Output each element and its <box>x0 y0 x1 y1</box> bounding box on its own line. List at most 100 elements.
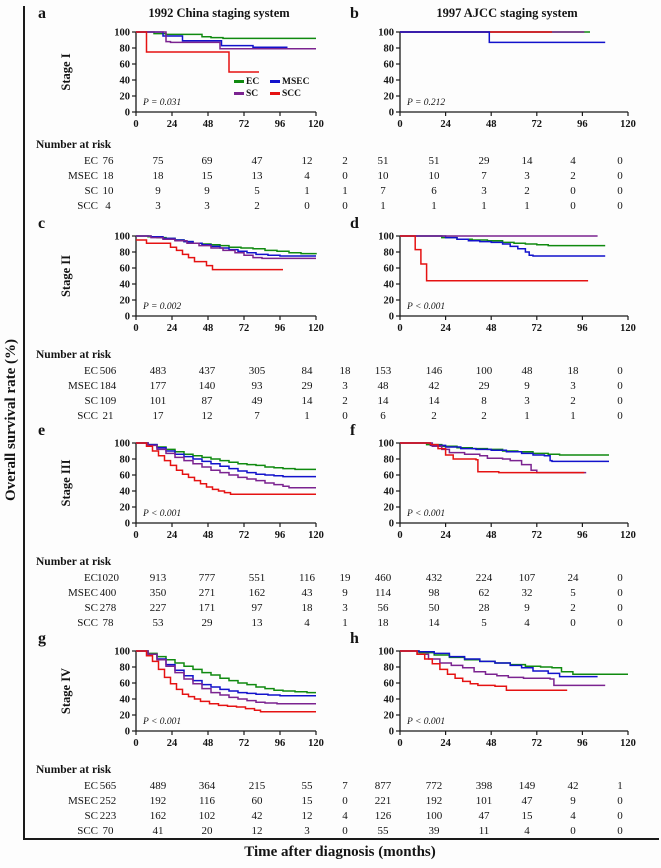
risk-table-header: Number at risk <box>36 556 112 568</box>
y-tick-label: 0 <box>389 727 394 738</box>
risk-value: 227 <box>149 602 167 614</box>
risk-value: 4 <box>570 155 576 167</box>
risk-value: 21 <box>102 410 114 422</box>
risk-value: 0 <box>617 395 623 407</box>
x-tick-label: 24 <box>440 530 451 541</box>
risk-value: 1 <box>304 410 310 422</box>
risk-value: 10 <box>428 170 440 182</box>
legend-label-SCC: SCC <box>282 89 301 99</box>
series-line-SC <box>136 650 316 705</box>
p-value-label: P < 0.001 <box>406 509 445 519</box>
p-value-label: P = 0.031 <box>142 98 181 108</box>
x-tick-label: 72 <box>239 530 250 541</box>
risk-row-label-EC: EC <box>83 365 98 377</box>
risk-value: 5 <box>254 185 260 197</box>
risk-value: 10 <box>102 185 114 197</box>
y-tick-label: 20 <box>384 296 395 307</box>
risk-value: 9 <box>524 380 530 392</box>
y-tick-label: 20 <box>120 296 131 307</box>
risk-value: 50 <box>428 602 440 614</box>
risk-value: 1020 <box>97 572 119 584</box>
risk-value: 18 <box>301 602 313 614</box>
risk-value: 100 <box>425 810 443 822</box>
series-line-EC <box>400 650 628 675</box>
km-plot-c: 0 20 40 60 80 100 0 24 48 72 96 120 P = 0.002 <box>114 232 324 335</box>
risk-value: 18 <box>152 170 164 182</box>
risk-value: 0 <box>342 825 348 837</box>
x-tick-label: 48 <box>486 738 497 749</box>
y-tick-label: 20 <box>384 92 395 103</box>
legend-marker-SC <box>234 92 244 95</box>
y-tick-label: 100 <box>378 28 394 39</box>
risk-value: 70 <box>102 825 114 837</box>
risk-value: 98 <box>428 587 440 599</box>
risk-value: 0 <box>617 825 623 837</box>
panel-letter: d <box>350 215 359 232</box>
risk-value: 400 <box>99 587 117 599</box>
risk-value: 0 <box>617 602 623 614</box>
x-tick-label: 0 <box>397 119 402 130</box>
risk-value: 5 <box>481 617 487 629</box>
km-plot-f: 0 20 40 60 80 100 0 24 48 72 96 120 P < 0.001 <box>378 439 636 542</box>
risk-row-label-MSEC: MSEC <box>68 587 98 599</box>
risk-value: 42 <box>428 380 440 392</box>
y-tick-label: 80 <box>384 248 395 259</box>
y-tick-label: 40 <box>384 280 395 291</box>
panel-letter: a <box>38 5 46 22</box>
risk-value: 100 <box>475 365 493 377</box>
risk-value: 97 <box>251 602 263 614</box>
x-tick-label: 48 <box>486 323 497 334</box>
risk-value: 3 <box>481 185 487 197</box>
y-tick-label: 40 <box>384 76 395 87</box>
risk-value: 4 <box>304 170 310 182</box>
panel-letter: h <box>350 630 359 647</box>
y-tick-label: 40 <box>120 695 131 706</box>
risk-value: 252 <box>99 795 117 807</box>
y-tick-label: 80 <box>120 663 131 674</box>
x-tick-label: 0 <box>133 323 138 334</box>
risk-value: 13 <box>251 170 263 182</box>
x-tick-label: 120 <box>620 738 636 749</box>
risk-value: 1 <box>524 200 530 212</box>
x-tick-label: 96 <box>577 323 588 334</box>
risk-value: 87 <box>201 395 213 407</box>
panel-b: b 1997 AJCC staging system 0 20 40 60 80 100 0 24… <box>342 6 661 218</box>
panel-h: h 0 20 40 60 80 100 0 24 48 72 96 120 P < 0.001 877 772… <box>342 631 661 843</box>
risk-value: 0 <box>342 410 348 422</box>
risk-value: 78 <box>102 617 114 629</box>
risk-value: 3 <box>155 200 161 212</box>
risk-value: 1 <box>431 200 437 212</box>
risk-value: 107 <box>518 572 536 584</box>
risk-value: 2 <box>254 200 260 212</box>
series-line-MSEC <box>400 442 609 463</box>
series-line-SC <box>136 235 316 260</box>
legend-marker-MSEC <box>270 80 280 83</box>
risk-value: 8 <box>481 395 487 407</box>
x-tick-label: 72 <box>532 119 543 130</box>
risk-value: 0 <box>342 170 348 182</box>
y-tick-label: 60 <box>120 679 131 690</box>
panel-c: c Stage II 0 20 40 60 80 100 0 24 48 72 96 120 P = 0.0… <box>30 216 351 428</box>
risk-value: 15 <box>301 795 313 807</box>
stage-axis-label: Stage III <box>59 459 73 507</box>
risk-row-label-MSEC: MSEC <box>68 380 98 392</box>
risk-value: 3 <box>524 170 530 182</box>
risk-value: 114 <box>374 587 392 599</box>
risk-value: 2 <box>524 185 530 197</box>
risk-value: 51 <box>428 155 440 167</box>
risk-value: 48 <box>521 365 533 377</box>
risk-value: 18 <box>377 617 389 629</box>
risk-value: 271 <box>198 587 216 599</box>
risk-value: 101 <box>149 395 167 407</box>
y-tick-label: 0 <box>125 519 130 530</box>
x-tick-label: 96 <box>275 323 286 334</box>
legend-item-SCC: SCC <box>270 89 301 99</box>
risk-value: 0 <box>617 795 623 807</box>
km-plot-b: 0 20 40 60 80 100 0 24 48 72 96 120 P = 0.212 <box>378 28 636 131</box>
x-tick-label: 120 <box>620 323 636 334</box>
p-value-label: P = 0.212 <box>406 98 445 108</box>
risk-value: 76 <box>102 155 114 167</box>
risk-value: 1 <box>570 410 576 422</box>
column-title: 1992 China staging system <box>148 6 290 20</box>
risk-value: 11 <box>478 825 490 837</box>
